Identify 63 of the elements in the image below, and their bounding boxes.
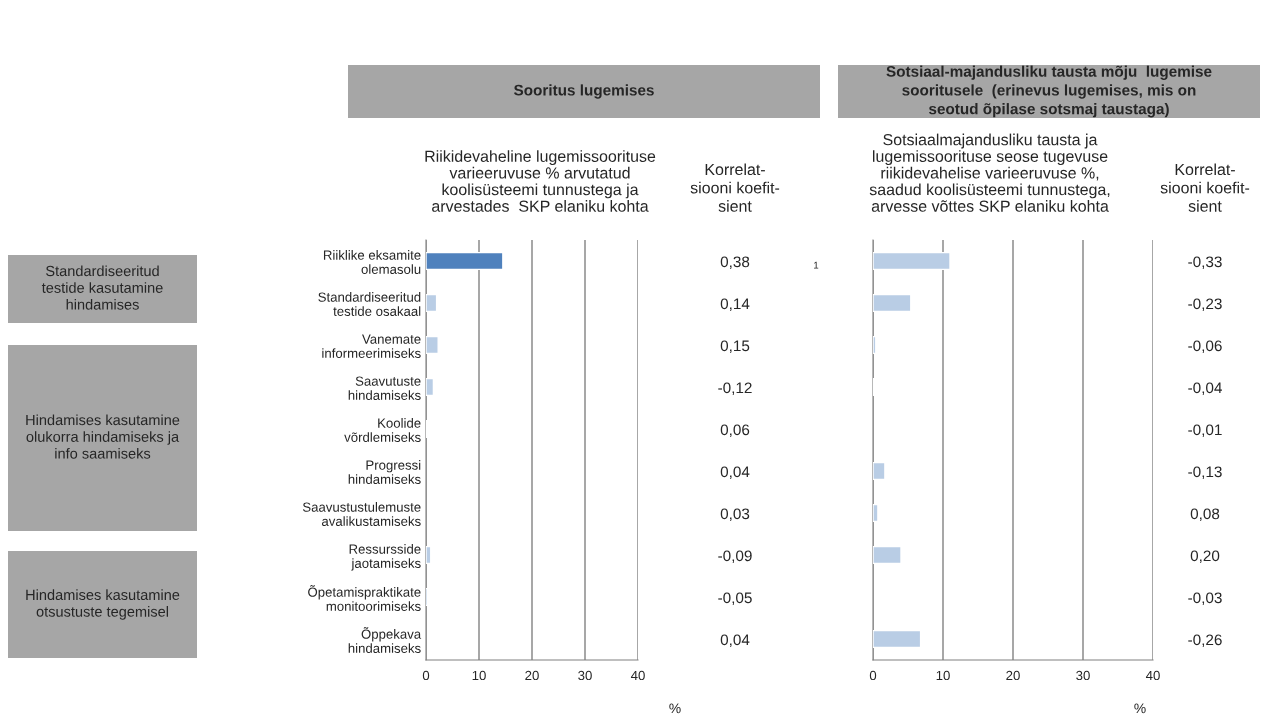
text: Korrelat- siooni koefit- sient <box>1160 163 1250 212</box>
text: -0,26 <box>1188 634 1222 648</box>
text: -0,05 <box>718 592 752 606</box>
x-tick-label: 20 <box>525 670 539 681</box>
y-tick-label: Õpetamispraktikate monitoorimiseks <box>308 585 421 611</box>
chart-subtitle: Sotsiaalmajandusliku tausta ja lugemissoorituse seose tugevuse riikidevahelise varieeruvuse %, saadud koolisüsteemi tunnustega, arvesse võttes SKP elaniku kohta <box>869 133 1110 212</box>
text: 0,38 <box>720 256 750 270</box>
text: 0,06 <box>720 424 750 438</box>
x-tick-label: 30 <box>1076 670 1090 681</box>
x-axis-title: % <box>1134 703 1146 714</box>
text: -0,06 <box>1188 340 1222 354</box>
x-tick-label: 40 <box>630 670 645 681</box>
text: 0,15 <box>720 340 750 354</box>
y-tick-label: Koolide võrdlemiseks <box>344 418 421 442</box>
text: -0,23 <box>1188 298 1222 312</box>
y-tick-label: Standardiseeritud testide osakaal <box>318 292 421 316</box>
text: -0,13 <box>1188 466 1222 480</box>
x-tick-label: 30 <box>578 670 592 681</box>
bar <box>426 251 504 271</box>
text: 0,08 <box>1190 508 1220 522</box>
text: -0,33 <box>1188 256 1222 270</box>
y-tick-label: Õppekava hindamiseks <box>348 627 422 653</box>
text: -0,12 <box>718 382 752 396</box>
y-tick-label: Ressursside jaotamiseks <box>349 544 421 571</box>
x-tick-label: 40 <box>1145 670 1160 681</box>
y-tick-label: Saavutuste hindamiseks <box>348 376 421 400</box>
text: 0,04 <box>720 466 750 480</box>
bar <box>873 629 922 649</box>
bar <box>426 293 438 313</box>
x-tick-label: 10 <box>936 670 950 681</box>
x-tick-label: 0 <box>422 670 430 681</box>
bar <box>426 335 439 355</box>
text: Hindamises kasutamine otsustuste tegemisel <box>26 589 180 620</box>
y-tick-label: Progressi hindamiseks <box>348 460 421 484</box>
text: 0,14 <box>720 298 750 312</box>
text: 0,20 <box>1190 550 1220 564</box>
bar <box>873 503 879 523</box>
text: 0,04 <box>720 634 750 648</box>
text: 1 <box>814 261 819 269</box>
chart-title: Sotsiaal-majandusliku tausta mõju lugemise sooritusele (erinevus lugemises, mis on seotud õpilase sotsmaj taustaga) <box>886 65 1212 118</box>
x-tick-label: 0 <box>869 670 877 681</box>
text: Standardiseeritud testide kasutamine hindamises <box>41 265 163 310</box>
text: -0,09 <box>718 550 752 564</box>
bar <box>426 377 435 397</box>
text: Korrelat- siooni koefit- sient <box>690 163 780 212</box>
x-tick-label: 10 <box>472 670 486 681</box>
bar <box>426 545 432 565</box>
x-tick-label: 20 <box>1006 670 1020 681</box>
chart-subtitle: Riikidevaheline lugemissoorituse varieeruvuse % arvutatud koolisüsteemi tunnustega ja arvestades SKP elaniku kohta <box>425 150 656 212</box>
text: 0,03 <box>720 508 750 522</box>
bar <box>873 293 912 313</box>
bar <box>873 461 886 481</box>
y-tick-label: Vanemate informeerimiseks <box>322 334 421 358</box>
text: Hindamises kasutamine olukorra hindamiseks ja info saamiseks <box>26 414 180 459</box>
text: -0,04 <box>1188 382 1222 396</box>
text: -0,01 <box>1188 424 1222 438</box>
y-tick-label: Riiklike eksamite olemasolu <box>323 250 421 274</box>
bar <box>873 251 951 271</box>
chart-title: Sooritus lugemises <box>513 84 654 99</box>
x-axis-title: % <box>669 703 681 714</box>
text: -0,03 <box>1188 592 1222 606</box>
bar <box>873 545 902 565</box>
y-tick-label: Saavustustulemuste avalikustamiseks <box>302 502 421 526</box>
